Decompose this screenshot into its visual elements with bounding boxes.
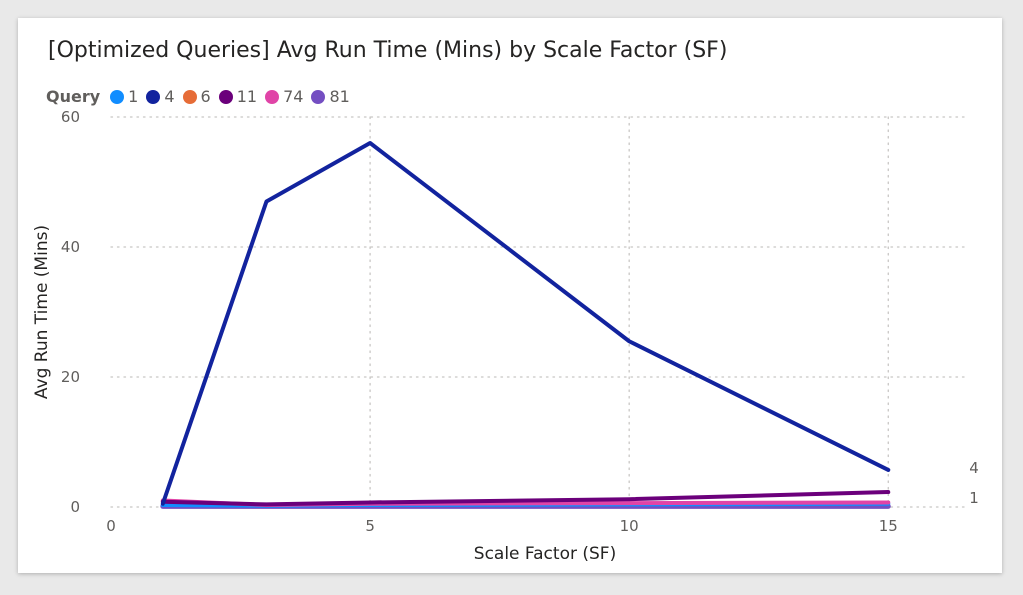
legend-marker xyxy=(182,89,197,104)
chart-card: [Optimized Queries] Avg Run Time (Mins) … xyxy=(18,18,1002,573)
legend-marker xyxy=(146,89,161,104)
legend-label: 4 xyxy=(164,87,175,106)
y-tick-label: 60 xyxy=(61,108,80,126)
x-tick-label: 15 xyxy=(879,517,898,535)
legend-marker xyxy=(265,89,280,104)
legend-item-query-1[interactable]: 1 xyxy=(110,87,138,106)
legend-item-query-81[interactable]: 81 xyxy=(311,87,350,106)
x-tick-label: 5 xyxy=(365,517,375,535)
series-line-query-11 xyxy=(160,490,891,507)
legend-label: 1 xyxy=(128,87,139,106)
legend-item-query-6[interactable]: 6 xyxy=(182,87,211,106)
chart-title: [Optimized Queries] Avg Run Time (Mins) … xyxy=(48,38,728,63)
legend-marker xyxy=(311,89,326,104)
legend-label: 81 xyxy=(329,87,350,106)
legend-item-query-4[interactable]: 4 xyxy=(146,87,175,106)
series-line-query-4 xyxy=(160,141,891,506)
legend-marker xyxy=(218,89,233,104)
legend-label: 74 xyxy=(283,87,304,106)
series-end-label: 1 xyxy=(969,489,979,507)
x-axis-title: Scale Factor (SF) xyxy=(474,544,616,564)
y-tick-label: 20 xyxy=(61,368,80,386)
x-tick-label: 0 xyxy=(106,517,116,535)
legend-item-query-74[interactable]: 74 xyxy=(265,87,303,106)
legend-title: Query xyxy=(46,87,101,106)
legend: Query 1 4 6 11 74 81 xyxy=(46,87,358,106)
series-end-label: 4 xyxy=(969,459,979,477)
legend-label: 6 xyxy=(200,87,211,106)
legend-label: 11 xyxy=(236,87,258,106)
y-tick-label: 40 xyxy=(61,238,80,256)
legend-marker xyxy=(110,89,125,104)
legend-item-query-11[interactable]: 11 xyxy=(218,87,258,106)
y-axis-title: Avg Run Time (Mins) xyxy=(32,225,52,399)
x-tick-label: 10 xyxy=(620,517,639,535)
y-tick-label: 0 xyxy=(70,498,80,516)
